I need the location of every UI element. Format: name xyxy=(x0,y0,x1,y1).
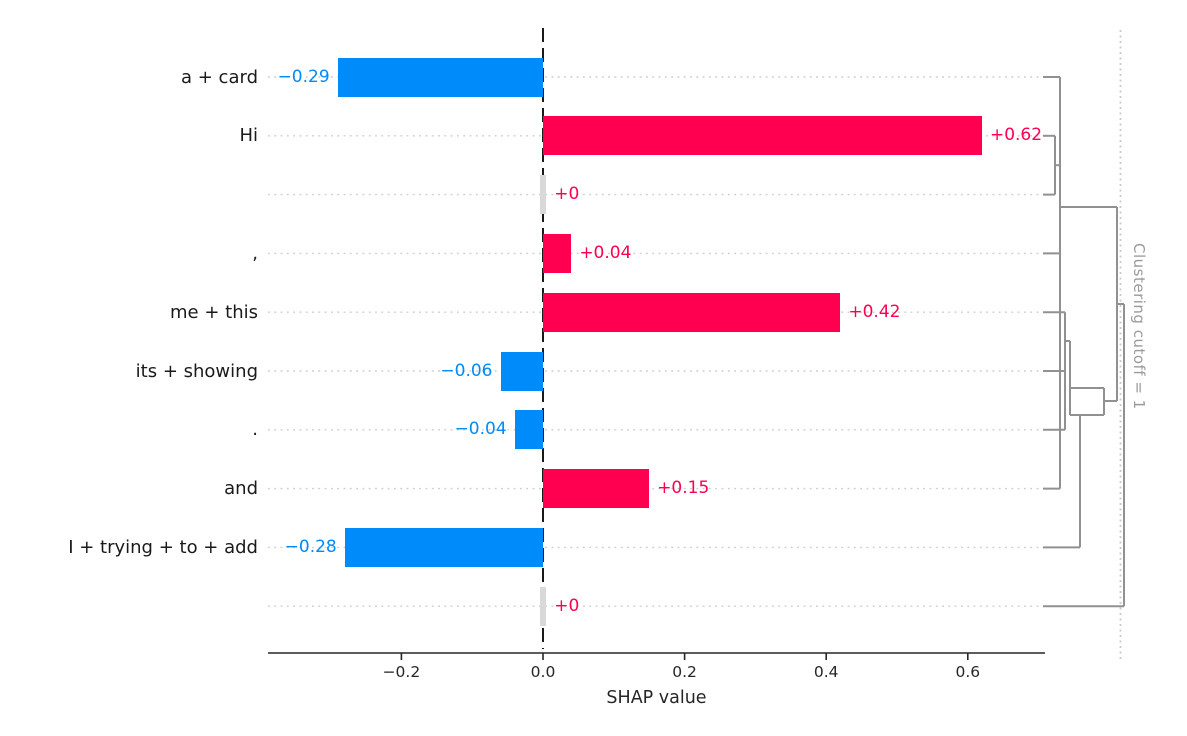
value-label: +0.04 xyxy=(579,242,632,263)
category-label: a + card xyxy=(181,66,258,88)
shap-bar xyxy=(543,469,650,509)
category-label: I + trying + to + add xyxy=(68,536,258,558)
shap-bar xyxy=(543,233,572,273)
category-label: me + this xyxy=(170,301,258,323)
value-label: +0.62 xyxy=(989,125,1043,146)
shap-bar xyxy=(337,57,543,97)
clustering-cutoff-label: Clustering cutoff = 1 xyxy=(1130,243,1148,410)
value-label: +0.42 xyxy=(848,301,901,322)
x-tick-label: 0.2 xyxy=(672,663,697,681)
shap-bar xyxy=(543,292,841,332)
x-tick-label: −0.2 xyxy=(382,663,421,681)
value-label: −0.04 xyxy=(454,419,507,440)
shap-bar xyxy=(500,351,543,391)
shap-bar xyxy=(539,175,547,215)
shap-bar xyxy=(514,410,543,450)
value-label: −0.29 xyxy=(277,66,330,87)
shap-bar xyxy=(344,527,543,567)
x-tick-label: 0.4 xyxy=(813,663,839,681)
value-label: +0.15 xyxy=(657,478,710,499)
category-label: Hi xyxy=(239,125,258,147)
category-label: and xyxy=(224,478,258,500)
value-label: +0 xyxy=(554,184,580,205)
category-label: its + showing xyxy=(135,360,258,382)
value-label: −0.06 xyxy=(440,360,493,381)
category-label: , xyxy=(252,242,258,264)
category-label xyxy=(0,595,258,618)
value-label: −0.28 xyxy=(284,536,337,557)
category-label xyxy=(0,183,258,206)
value-label: +0 xyxy=(554,595,580,616)
x-tick-label: 0.0 xyxy=(530,663,556,681)
category-label: . xyxy=(252,419,258,441)
x-tick-label: 0.6 xyxy=(955,663,981,681)
shap-bar xyxy=(543,116,982,156)
x-axis-label: SHAP value xyxy=(606,688,707,708)
shap-bar xyxy=(539,586,547,626)
